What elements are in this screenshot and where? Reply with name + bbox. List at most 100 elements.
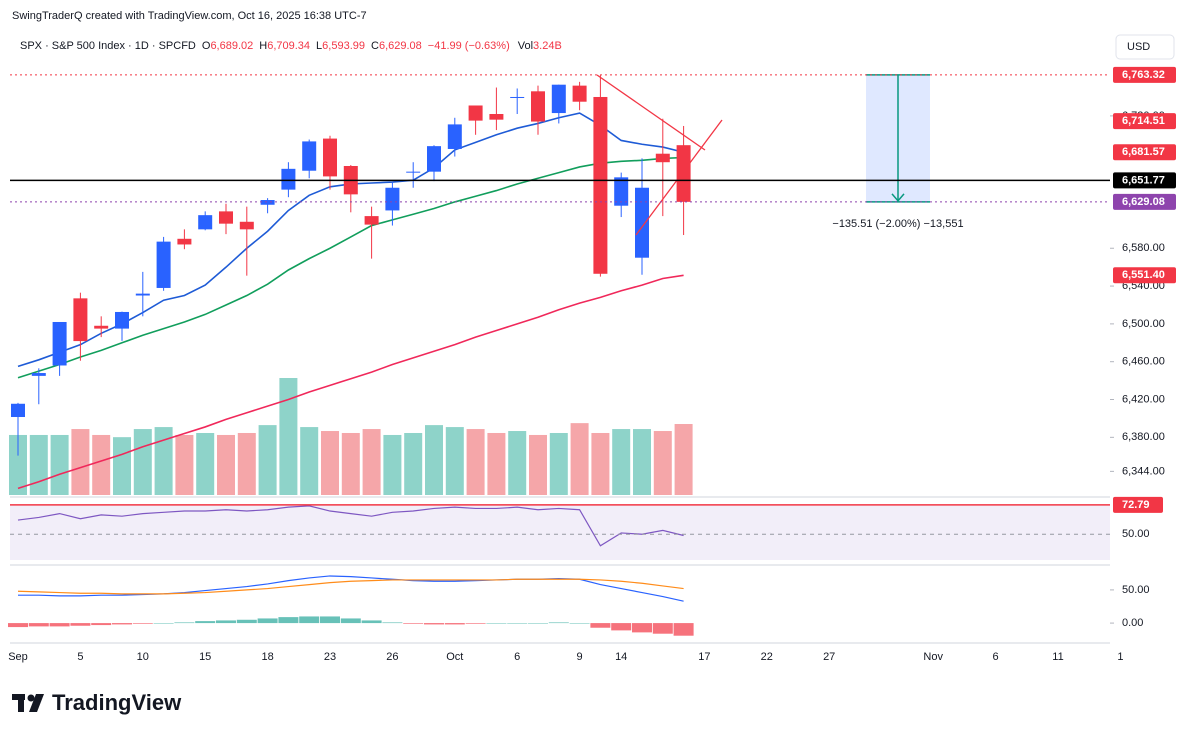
x-tick-label: 5 (77, 651, 83, 663)
candle-body (177, 238, 192, 245)
legend-key: O (202, 40, 211, 52)
volume-bar (466, 429, 485, 495)
x-tick-label: 11 (1052, 651, 1063, 663)
currency-box (1115, 34, 1175, 60)
symbol-title: SPX · S&P 500 Index · 1D · SPCFD (20, 40, 196, 52)
candle-body (510, 96, 525, 98)
candle-body (73, 298, 88, 342)
volume-bar (591, 432, 610, 495)
legend-value: 6,689.02 (210, 40, 253, 52)
volume-bar (113, 437, 131, 495)
volume-bar (383, 434, 402, 495)
histogram-bar (382, 622, 403, 624)
candle-body (614, 177, 629, 206)
x-tick-label: 23 (324, 651, 336, 663)
x-tick-label: 14 (615, 651, 627, 663)
candle-body (364, 216, 379, 225)
volume-bar (612, 429, 631, 495)
histogram-bar (278, 617, 299, 624)
histogram-bar (91, 623, 112, 626)
candle-body (406, 171, 421, 173)
legend-key: C (371, 40, 379, 52)
histogram-bar (236, 619, 257, 624)
trendline (596, 74, 706, 151)
histogram-bar (195, 621, 216, 624)
currency: USD (1127, 41, 1150, 53)
histogram-bar (257, 618, 278, 624)
x-tick-label: 1 (1117, 651, 1123, 663)
candle-body (655, 153, 670, 163)
candle-body (323, 138, 337, 177)
volume-bar (362, 429, 381, 495)
histogram-bar (424, 623, 444, 625)
price-tag (1113, 267, 1176, 284)
legend-key: Vol (518, 40, 533, 52)
y-tick-label: 6,380.00 (1122, 431, 1165, 443)
volume-bar (300, 427, 319, 495)
histogram-bar (673, 623, 694, 636)
x-tick-label: 26 (386, 651, 398, 663)
moving-average (17, 156, 684, 379)
y-tick-label: 6,500.00 (1122, 318, 1165, 330)
volume-bar (258, 425, 277, 495)
y-tick-label: 6,580.00 (1122, 242, 1165, 254)
volume-bar (237, 432, 256, 495)
price-tag (1113, 172, 1176, 189)
volume-bar (487, 432, 506, 495)
histogram-bar (403, 623, 424, 624)
histogram-bar (132, 623, 153, 624)
candle-body (572, 85, 587, 102)
legend-value: 3.24B (533, 40, 562, 52)
candle-body (11, 403, 25, 418)
candle-body (489, 113, 504, 120)
volume-bar (321, 431, 339, 495)
histogram-bar (340, 618, 361, 624)
price-tag-label: 6,763.32 (1122, 69, 1165, 81)
legend-change: −41.99 (−0.63%) (428, 40, 510, 52)
histogram-bar (548, 622, 569, 624)
caption: SwingTraderQ created with TradingView.co… (12, 10, 367, 22)
candle-body (385, 187, 400, 211)
volume-bar (653, 431, 672, 495)
annotation: −135.51 (−2.00%) −13,551 (832, 218, 963, 230)
candle-body (635, 187, 649, 258)
x-tick-label: 15 (199, 651, 211, 663)
price-tag (1113, 113, 1176, 130)
volume-bar (508, 431, 527, 495)
brand: TradingView (52, 690, 182, 715)
candle-body (115, 311, 129, 329)
macd-line (17, 578, 684, 595)
histogram-bar (153, 623, 174, 624)
x-tick-label: Nov (923, 651, 943, 663)
histogram-bar (361, 620, 382, 624)
volume-bar (50, 434, 69, 495)
histogram-bar (486, 623, 507, 624)
x-tick-label: 18 (261, 651, 273, 663)
candle-body (281, 168, 296, 190)
volume-bar (92, 434, 111, 495)
volume-bar (217, 434, 235, 495)
volume-bar (404, 432, 423, 495)
volume-bar (674, 424, 693, 495)
candle-body (447, 124, 462, 149)
y-tick-label: 50.00 (1122, 584, 1150, 596)
rsi-line (17, 505, 684, 547)
volume-bar (341, 432, 360, 495)
x-tick-label: Oct (446, 651, 463, 663)
candle-body (94, 325, 109, 329)
candle-body (551, 84, 566, 114)
volume-bar (633, 429, 651, 495)
histogram-bar (28, 623, 49, 627)
legend-value: 6,629.08 (379, 40, 422, 52)
volume-bar (425, 425, 443, 495)
y-tick-label: 50.00 (1122, 528, 1150, 540)
x-tick-label: 9 (577, 651, 583, 663)
candle-body (31, 373, 46, 376)
logo (12, 694, 44, 712)
candle-body (593, 96, 608, 274)
price-tag-label: 6,551.40 (1122, 269, 1165, 281)
candle-body (302, 141, 317, 171)
histogram-bar (507, 623, 528, 624)
price-tag (1113, 144, 1176, 161)
histogram-bar (320, 616, 340, 624)
